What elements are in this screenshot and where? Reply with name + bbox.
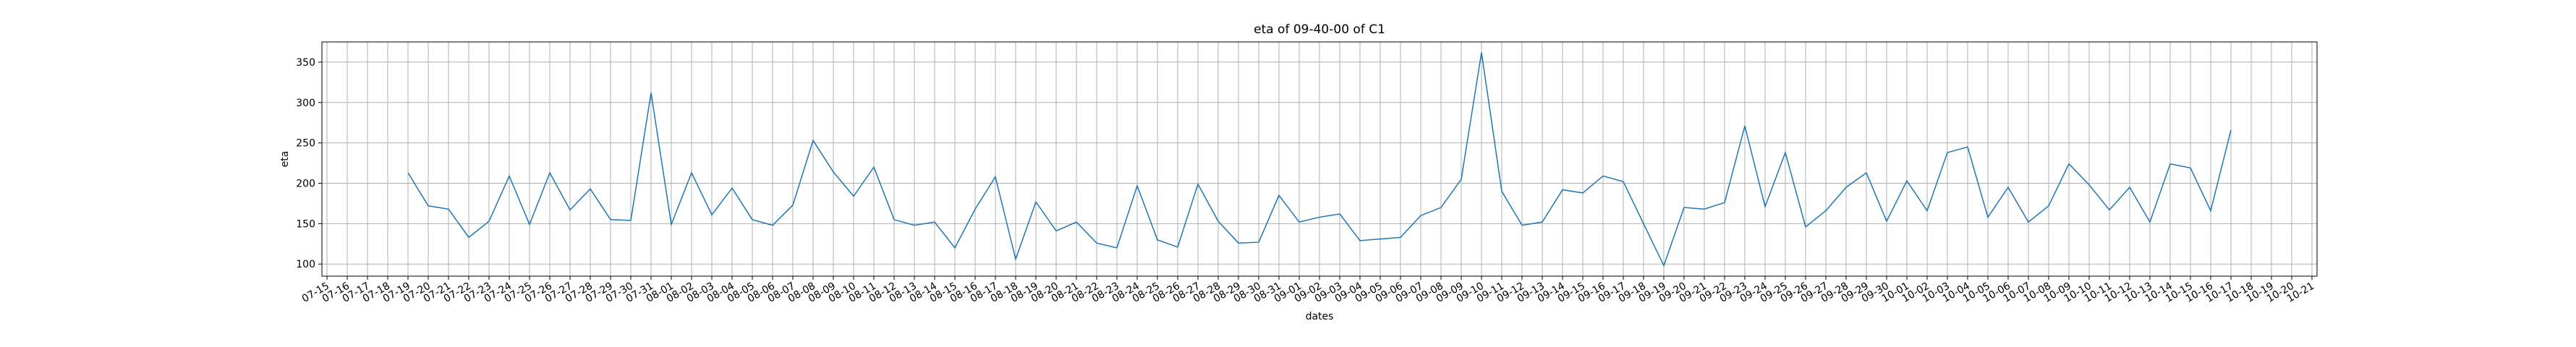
y-tick-label: 200 [296,179,315,190]
y-tick-label: 300 [296,98,315,109]
y-tick-label: 350 [296,57,315,69]
y-tick-label: 150 [296,218,315,230]
axes-frame [321,41,2318,277]
y-axis-label: eta [279,151,291,168]
x-axis-label: dates [1306,311,1334,322]
chart-title: eta of 09-40-00 of C1 [1254,22,1385,37]
y-tick-label: 250 [296,138,315,150]
line [407,52,2232,267]
y-tick-label: 100 [296,259,315,270]
